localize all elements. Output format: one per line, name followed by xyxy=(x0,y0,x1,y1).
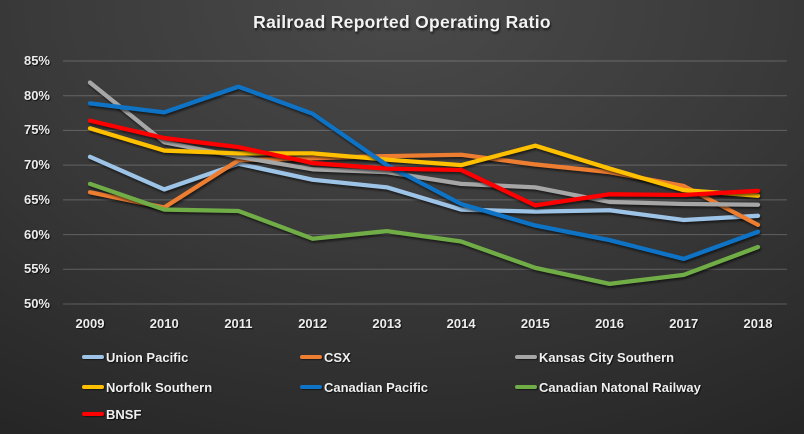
x-tick-2015: 2015 xyxy=(520,316,550,331)
x-tick-2010: 2010 xyxy=(149,316,179,331)
legend-item-norfolk-southern[interactable]: Norfolk Southern xyxy=(82,378,212,396)
legend-label-csx: CSX xyxy=(324,349,351,365)
y-tick-65: 65% xyxy=(23,191,50,207)
y-tick-60: 60% xyxy=(23,226,50,242)
legend-label-canadian-pacific: Canadian Pacific xyxy=(324,379,429,395)
legend-label-canadian-natonal-railway: Canadian Natonal Railway xyxy=(539,379,701,395)
x-tick-2018: 2018 xyxy=(743,316,773,331)
gridlines xyxy=(63,60,787,305)
legend-swatch-canadian-pacific xyxy=(300,385,322,389)
legend-item-union-pacific[interactable]: Union Pacific xyxy=(82,348,188,366)
line-kansas-city-southern xyxy=(87,80,761,207)
x-tick-2012: 2012 xyxy=(298,316,328,331)
series-lines xyxy=(87,80,761,287)
x-tick-2011: 2011 xyxy=(224,316,253,331)
y-tick-85: 85% xyxy=(23,53,50,68)
legend-label-bnsf: BNSF xyxy=(106,406,142,422)
legend-swatch-canadian-natonal-railway xyxy=(515,385,537,389)
legend-label-kansas-city-southern: Kansas City Southern xyxy=(539,349,675,365)
x-tick-2009: 2009 xyxy=(75,316,105,331)
x-tick-2017: 2017 xyxy=(669,316,699,331)
x-tick-2013: 2013 xyxy=(372,316,402,331)
legend-item-canadian-pacific[interactable]: Canadian Pacific xyxy=(300,378,428,396)
legend-swatch-norfolk-southern xyxy=(82,385,104,389)
y-tick-75: 75% xyxy=(23,122,50,138)
line-norfolk-southern xyxy=(87,126,761,198)
line-bnsf xyxy=(87,118,761,208)
legend-item-bnsf[interactable]: BNSF xyxy=(82,405,141,423)
legend-item-kansas-city-southern[interactable]: Kansas City Southern xyxy=(515,348,674,366)
legend-swatch-csx xyxy=(300,355,322,359)
x-tick-2014: 2014 xyxy=(446,316,476,331)
legend-item-canadian-natonal-railway[interactable]: Canadian Natonal Railway xyxy=(515,378,701,396)
y-tick-80: 80% xyxy=(23,87,50,103)
line-canadian-pacific xyxy=(87,84,761,262)
y-tick-55: 55% xyxy=(23,261,50,277)
legend-swatch-kansas-city-southern xyxy=(515,355,537,359)
y-tick-50: 50% xyxy=(23,296,50,311)
y-tick-70: 70% xyxy=(23,157,50,173)
legend-swatch-union-pacific xyxy=(82,355,104,359)
legend-item-csx[interactable]: CSX xyxy=(300,348,351,366)
line-union-pacific xyxy=(87,154,761,223)
legend-label-union-pacific: Union Pacific xyxy=(106,349,189,365)
chart-title: Railroad Reported Operating Ratio xyxy=(253,12,551,32)
line-canadian-natonal-railway xyxy=(87,181,761,287)
legend-label-norfolk-southern: Norfolk Southern xyxy=(106,379,213,395)
legend-swatch-bnsf xyxy=(82,412,104,416)
x-tick-2016: 2016 xyxy=(595,316,624,331)
